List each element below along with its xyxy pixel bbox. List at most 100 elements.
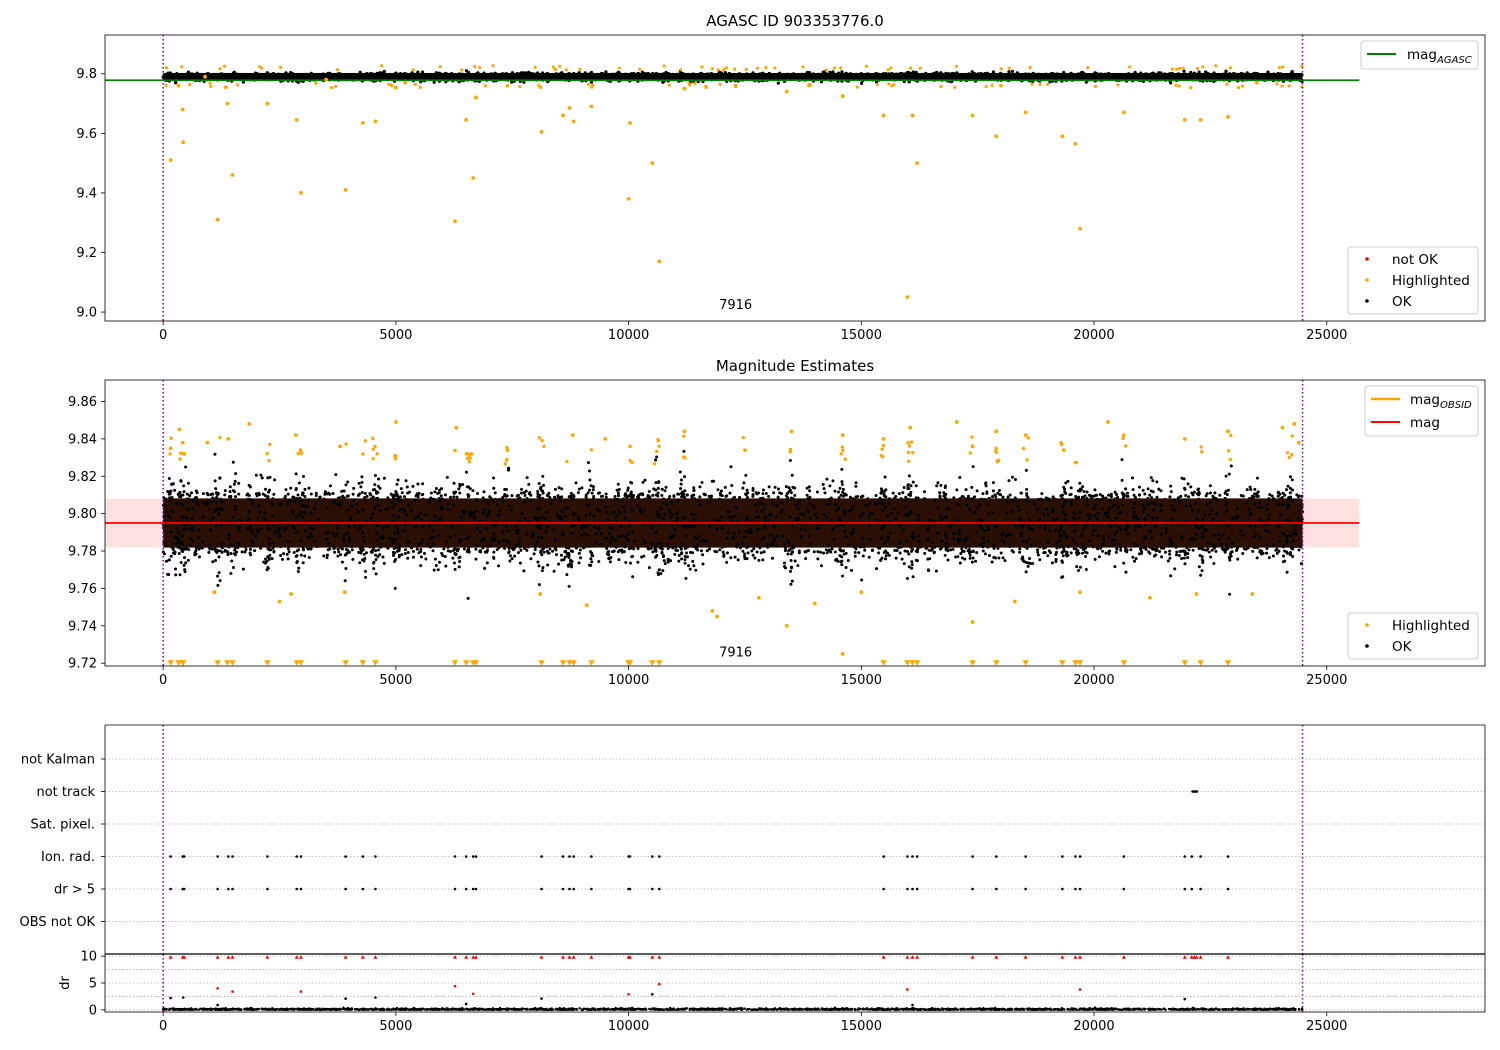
highlighted-point xyxy=(832,66,837,70)
ok-point xyxy=(369,75,374,79)
ok-point xyxy=(560,71,564,75)
highlighted-point xyxy=(889,66,893,70)
highlighted-point xyxy=(471,176,476,180)
ok-point xyxy=(701,553,705,557)
ok-point xyxy=(731,73,736,77)
highlighted-point xyxy=(682,86,687,91)
ok-point xyxy=(772,73,776,77)
ok-point xyxy=(980,76,984,80)
highlighted-point xyxy=(1007,66,1011,70)
ok-point xyxy=(315,74,319,78)
highlighted-point xyxy=(1086,66,1090,70)
ok-point xyxy=(399,487,403,491)
ok-point xyxy=(583,76,587,80)
ok-point xyxy=(397,555,401,559)
ok-point xyxy=(914,72,918,76)
ok-point xyxy=(759,76,763,81)
ok-point xyxy=(346,74,351,78)
ok-point xyxy=(898,551,902,555)
legend-label-subscript: AGASC xyxy=(1436,55,1472,66)
ok-point xyxy=(241,80,245,84)
ok-point xyxy=(1084,76,1088,80)
ok-point xyxy=(800,72,804,76)
ok-point xyxy=(432,80,436,84)
ok-point xyxy=(288,76,292,80)
ok-point xyxy=(1098,73,1102,78)
highlighted-point xyxy=(230,173,235,177)
ok-point xyxy=(1276,71,1280,76)
ok-point xyxy=(1248,485,1252,489)
highlighted-point xyxy=(626,196,631,201)
ok-point xyxy=(758,72,763,76)
ok-point xyxy=(574,481,578,485)
ok-point xyxy=(322,74,326,78)
ok-point xyxy=(1077,74,1081,78)
ok-point xyxy=(757,491,761,495)
ok-point xyxy=(352,486,356,490)
ok-point xyxy=(400,491,404,495)
ok-point xyxy=(944,484,948,488)
ok-point xyxy=(563,555,567,559)
highlighted-points xyxy=(164,64,1304,300)
ok-point xyxy=(523,75,527,79)
highlighted-point xyxy=(1121,110,1126,115)
ok-point xyxy=(404,479,408,483)
ok-point xyxy=(1255,71,1259,76)
ok-point xyxy=(881,76,885,81)
highlighted-point xyxy=(1189,86,1193,90)
ok-point xyxy=(279,75,283,79)
agasc-panel: 0 5000 10000 15000 20000 250009.09.29.49.69.8… xyxy=(76,34,1486,343)
x-tick-label: 5000 xyxy=(379,328,412,343)
highlighted-point xyxy=(1128,65,1132,69)
ok-point xyxy=(382,69,386,74)
ok-point xyxy=(868,72,872,77)
highlighted-point xyxy=(744,67,748,71)
ok-point xyxy=(484,75,488,79)
ok-point xyxy=(445,475,449,479)
ok-point xyxy=(328,75,332,79)
ok-point xyxy=(1081,75,1085,80)
ok-point xyxy=(719,71,724,75)
legend-label-main: mag xyxy=(1407,47,1437,63)
ok-point xyxy=(182,75,186,79)
ok-point xyxy=(351,557,355,561)
ok-point xyxy=(944,76,948,80)
highlighted-point xyxy=(278,65,283,69)
ok-point xyxy=(767,71,771,76)
ok-point xyxy=(517,75,521,79)
ok-point xyxy=(970,70,974,74)
ok-point xyxy=(999,73,1004,77)
ok-point xyxy=(933,74,937,79)
ok-point xyxy=(643,478,647,482)
ok-point xyxy=(836,73,840,78)
ok-point xyxy=(693,76,697,80)
highlighted-point xyxy=(994,134,999,139)
ok-point xyxy=(616,76,620,80)
ok-point xyxy=(1290,75,1294,79)
ok-point xyxy=(936,481,940,485)
ok-point xyxy=(817,76,822,80)
legend-label: not OK xyxy=(1392,252,1439,268)
highlighted-point xyxy=(756,66,760,70)
ok-point xyxy=(218,75,222,79)
ok-point xyxy=(467,76,471,81)
ok-point xyxy=(273,478,277,482)
highlighted-point xyxy=(710,67,714,71)
ok-point xyxy=(1079,71,1083,75)
ok-point xyxy=(1121,74,1125,78)
highlighted-point xyxy=(1214,64,1218,68)
ok-point xyxy=(907,71,911,75)
ok-point xyxy=(232,70,236,74)
ok-point xyxy=(632,71,636,76)
highlighted-point xyxy=(892,83,896,87)
ok-point xyxy=(1235,74,1239,78)
ok-point xyxy=(900,557,904,561)
ok-point xyxy=(650,74,654,78)
ok-point xyxy=(1254,75,1258,79)
ok-point xyxy=(852,76,856,80)
ok-point xyxy=(840,70,844,74)
ok-point xyxy=(473,75,477,79)
ok-point xyxy=(737,72,742,76)
highlighted-point xyxy=(905,295,910,300)
ok-point xyxy=(396,478,400,482)
